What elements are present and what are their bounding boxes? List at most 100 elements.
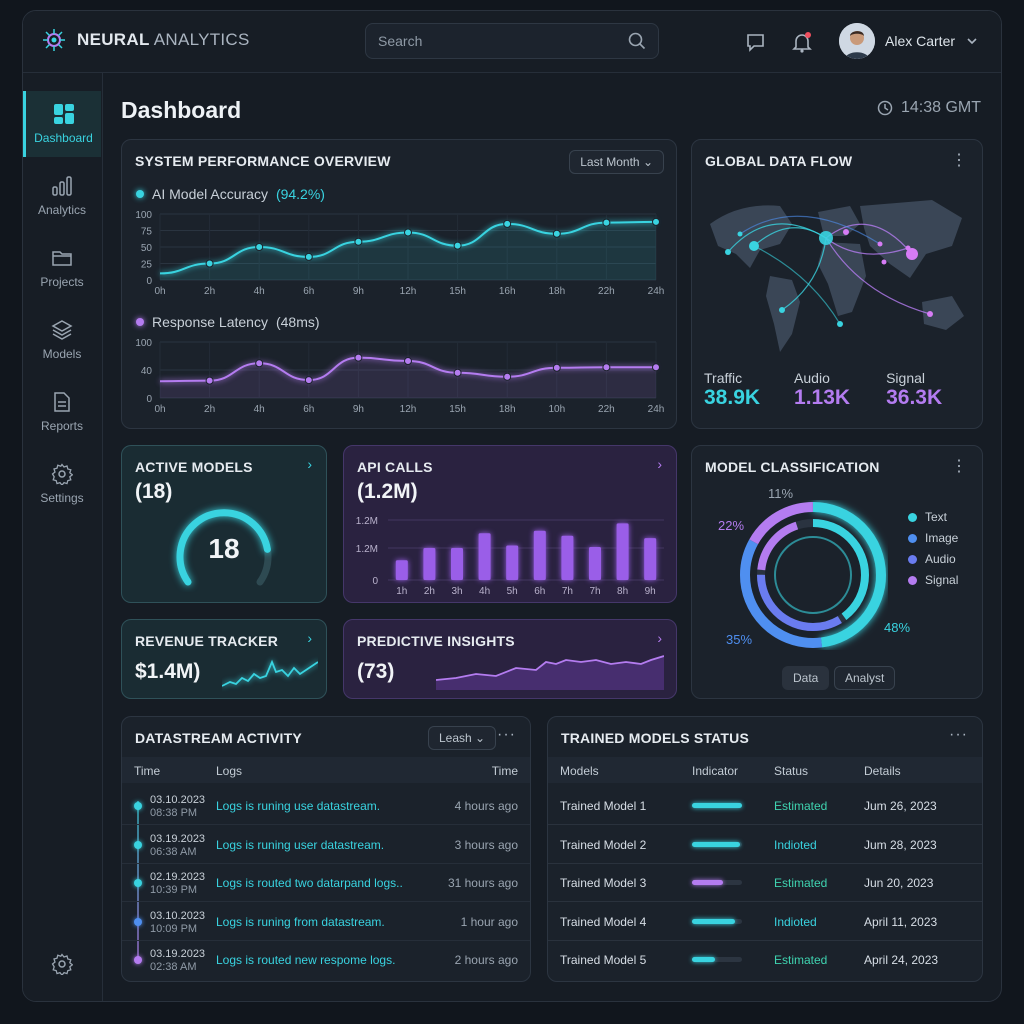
log-text[interactable]: Logs is runing use datastream. <box>216 799 381 813</box>
stat-value: 38.9K <box>704 386 761 409</box>
chat-icon[interactable] <box>745 31 767 53</box>
data-point <box>205 376 214 385</box>
user-name: Alex Carter <box>885 33 956 49</box>
data-point <box>652 363 660 372</box>
chevron-right-icon[interactable]: › <box>657 456 662 472</box>
log-time: 10:09 PM <box>150 922 198 935</box>
pct-right: 48% <box>884 620 911 635</box>
analyst-button[interactable]: Analyst <box>834 666 896 690</box>
y-tick-label: 25 <box>141 260 153 271</box>
log-text[interactable]: Logs is routed two datarpand logs.. <box>216 876 403 891</box>
gauge-value: 18 <box>208 533 239 564</box>
bar <box>478 533 491 580</box>
column-header: Logs <box>216 764 243 778</box>
sidebar-item-models[interactable]: Models <box>23 307 101 373</box>
data-point <box>304 376 313 385</box>
more-options-icon[interactable]: ··· <box>949 726 968 743</box>
more-options-icon[interactable]: ⋮ <box>951 458 968 475</box>
datastream-title: DATASTREAM ACTIVITY <box>135 730 302 746</box>
table-row[interactable]: 02.19.2023 10:39 PM Logs is routed two d… <box>122 864 530 903</box>
table-row[interactable]: Trained Model 1 Estimated Jum 26, 2023 <box>548 787 982 825</box>
table-row[interactable]: Trained Model 5 Estimated April 24, 2023 <box>548 941 982 979</box>
column-header: Status <box>774 764 809 778</box>
trained-models-card: TRAINED MODELS STATUS ··· Models Indicat… <box>547 716 983 982</box>
table-row[interactable]: 03.19.2023 06:38 AM Logs is runing user … <box>122 826 530 864</box>
model-name: Trained Model 5 <box>560 953 647 968</box>
table-row[interactable]: 03.19.2023 02:38 AM Logs is routed new r… <box>122 941 530 979</box>
bar <box>616 523 629 580</box>
dataflow-card: GLOBAL DATA FLOW ⋮ <box>691 139 983 429</box>
sidebar-item-reports[interactable]: Reports <box>23 379 101 445</box>
indicator-track <box>692 957 742 963</box>
table-row[interactable]: 03.10.2023 10:09 PM Logs is runing from … <box>122 903 530 941</box>
latency-value: (48ms) <box>275 314 320 330</box>
classification-title: MODEL CLASSIFICATION <box>705 459 880 475</box>
insights-value: (73) <box>357 660 395 683</box>
indicator-bar <box>692 803 742 808</box>
classification-legend: Text Image Audio Signal <box>908 510 958 587</box>
legend-item: Signal <box>908 573 958 587</box>
sidebar-item-analytics[interactable]: Analytics <box>23 163 101 229</box>
api-calls-card[interactable]: API CALLS › (1.2M) 1.2M 1.2M 0 1h 2h 3h 4h 5h 6h… <box>343 445 677 603</box>
more-options-icon[interactable]: ··· <box>497 726 516 743</box>
stat-label: Traffic <box>704 370 743 386</box>
search-input[interactable]: Search <box>365 23 659 59</box>
log-text[interactable]: Logs is runing from datastream. <box>216 914 385 929</box>
avatar <box>839 23 875 59</box>
data-point <box>503 219 512 228</box>
model-status: Estimated <box>774 799 828 813</box>
legend-item: Image <box>908 531 958 545</box>
log-time: 10:39 PM <box>150 884 198 897</box>
revenue-card[interactable]: REVENUE TRACKER › $1.4M) <box>121 619 327 699</box>
sidebar-item-projects[interactable]: Projects <box>23 235 101 301</box>
data-point <box>602 363 611 372</box>
table-row[interactable]: Trained Model 2 Indioted Jum 28, 2023 <box>548 826 982 864</box>
bell-icon[interactable] <box>791 31 813 53</box>
x-tick-label: 10h <box>548 404 565 415</box>
indicator-bar <box>692 841 740 847</box>
x-tick-label: 8h <box>617 586 628 597</box>
y-tick-label: 40 <box>141 366 153 377</box>
log-text[interactable]: Logs is routed new respome logs. <box>216 953 396 968</box>
document-icon <box>54 392 70 412</box>
api-calls-value: (1.2M) <box>357 480 418 503</box>
model-details: Jun 20, 2023 <box>864 876 934 891</box>
latency-legend: Response Latency (48ms) <box>136 314 320 330</box>
legend-item: Audio <box>908 552 958 566</box>
insights-card[interactable]: PREDICTIVE INSIGHTS › (73) <box>343 619 677 699</box>
settings-gear-icon[interactable] <box>51 953 73 975</box>
search-icon <box>628 32 646 50</box>
log-text[interactable]: Logs is runing user datastream. <box>216 837 385 852</box>
range-dropdown[interactable]: Last Month ⌄ <box>569 150 664 174</box>
active-models-title: ACTIVE MODELS <box>135 459 253 475</box>
chevron-right-icon[interactable]: › <box>657 630 662 646</box>
log-date: 03.10.2023 <box>150 909 206 922</box>
user-menu[interactable]: Alex Carter <box>839 23 979 59</box>
y-tick-label: 50 <box>141 243 153 254</box>
chevron-right-icon[interactable]: › <box>307 456 312 472</box>
app-window: NEURAL ANALYTICS Search Alex Carter Dash… <box>22 10 1002 1002</box>
classification-card: MODEL CLASSIFICATION ⋮ 11% 22% 35% 48% T… <box>691 445 983 699</box>
stat-value: 1.13K <box>794 386 851 409</box>
brand-logo[interactable]: NEURAL ANALYTICS <box>41 27 250 53</box>
accuracy-label: AI Model Accuracy <box>152 186 268 202</box>
log-date: 03.19.2023 <box>150 832 206 845</box>
trained-models-title: TRAINED MODELS STATUS <box>561 730 750 746</box>
data-button[interactable]: Data <box>782 666 830 690</box>
chevron-right-icon[interactable]: › <box>307 630 312 646</box>
clock-time: 14:38 GMT <box>901 99 982 116</box>
sidebar-item-settings[interactable]: Settings <box>23 451 101 517</box>
table-row[interactable]: Trained Model 4 Indioted April 11, 2023 <box>548 903 982 941</box>
sidebar-item-dashboard[interactable]: Dashboard <box>23 91 101 157</box>
pct-top: 11% <box>768 486 794 501</box>
timeline-dot <box>134 879 142 888</box>
active-models-card[interactable]: ACTIVE MODELS › (18) 18 <box>121 445 327 603</box>
filter-dropdown[interactable]: Leash ⌄ <box>428 726 497 750</box>
datastream-table-header: Time Logs Time <box>122 757 530 783</box>
bar <box>589 547 601 580</box>
table-row[interactable]: Trained Model 3 Estimated Jun 20, 2023 <box>548 864 982 903</box>
log-date: 03.19.2023 <box>150 948 206 961</box>
more-options-icon[interactable]: ⋮ <box>951 152 968 169</box>
dashboard-icon <box>53 104 74 124</box>
table-row[interactable]: 03.10.2023 08:38 PM Logs is runing use d… <box>122 787 530 825</box>
